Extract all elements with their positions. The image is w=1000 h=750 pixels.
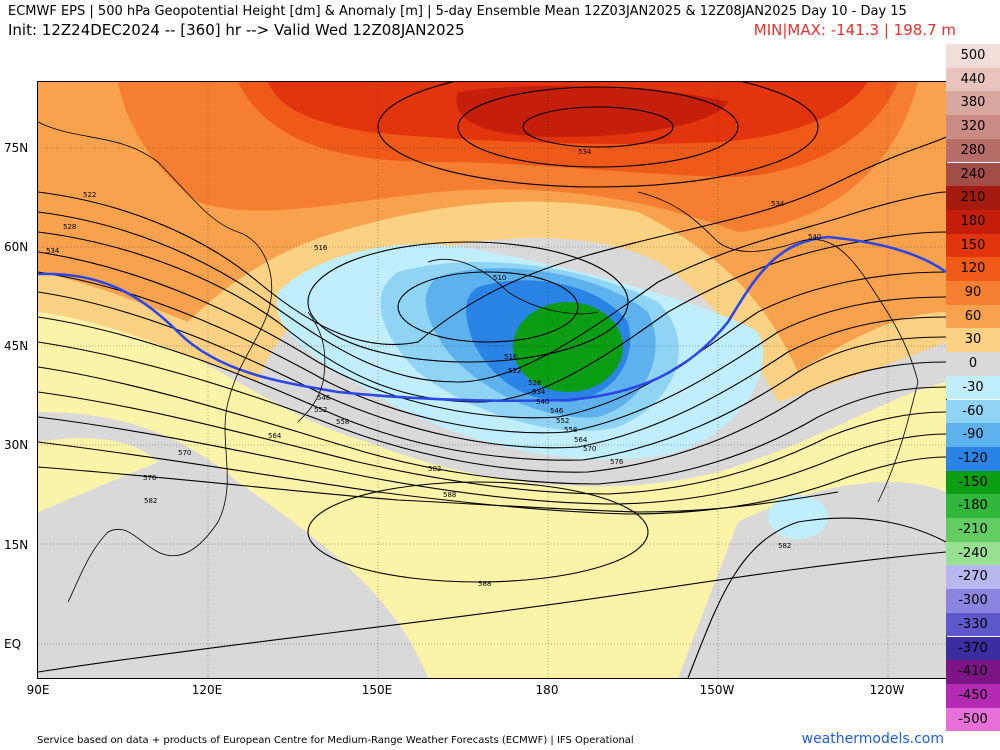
contour-label: 516 [314,244,328,252]
contour-label: 558 [564,426,577,434]
anomaly-colorbar: 500 440 380 320 280 240 210 180 150 120 90 60 30 0 -30… [946,44,1000,734]
contour-label: 546 [550,407,564,415]
contour-552-highlight [38,235,946,403]
anomaly-210-core [456,86,728,137]
anomaly-neg150-core [513,302,623,392]
colorbar-level: 120 [946,257,1000,281]
colorbar-level: -60 [946,399,1000,424]
colorbar-level: -370 [946,636,1000,661]
contour-label: 528 [528,379,541,387]
contour-label: 522 [83,191,96,199]
colorbar-level: -30 [946,375,1000,400]
contour-label: 582 [428,465,441,473]
contour-label: 516 [504,353,518,361]
colorbar-level: -180 [946,494,1000,518]
contour-label: 570 [178,449,191,457]
lat-label-30n: 30N [4,438,29,452]
colorbar-level: -120 [946,446,1000,471]
coastlines [38,121,919,603]
lat-label-75n: 75N [4,141,29,155]
contour-label-group: 534 534 540 522 528 534 516 510 516 522 … [46,148,821,588]
contour-label: 552 [556,417,569,425]
init-valid-line: Init: 12Z24DEC2024 -- [360] hr --> Valid… [8,21,465,39]
lon-label-120w: 120W [869,683,905,697]
lon-label-180: 180 [535,683,559,697]
anomaly-30-tropics [38,438,158,512]
contour-label: 582 [144,497,157,505]
lat-label-45n: 45N [4,339,29,353]
lat-label-eq: EQ [4,637,22,651]
colorbar-level: 0 [946,352,1000,376]
colorbar-level: -210 [946,518,1000,542]
data-credit: Service based on data + products of Euro… [37,735,634,746]
colorbar-level: 320 [946,115,1000,139]
contour-label: 576 [143,474,157,482]
colorbar-level: -450 [946,683,1000,708]
lon-label-90e: 90E [26,683,50,697]
lat-label-15n: 15N [4,538,29,552]
colorbar-level: 30 [946,328,1000,353]
lon-label-150e: 150E [361,683,393,697]
contour-label: 558 [336,418,349,426]
contour-label: 588 [478,580,491,588]
contour-label: 534 [532,388,546,396]
lat-label-60n: 60N [4,240,29,254]
colorbar-level: -90 [946,423,1000,447]
contour-label: 582 [778,542,791,550]
colorbar-level: 210 [946,186,1000,210]
colorbar-level: -270 [946,565,1000,590]
colorbar-level: 380 [946,91,1000,116]
contour-label: 534 [46,247,60,255]
contour-label: 552 [314,406,327,414]
contour-label: 570 [583,445,596,453]
contour-label: 564 [574,436,588,444]
colorbar-level: -300 [946,589,1000,613]
anomaly-30-band [38,302,946,678]
contour-label: 534 [578,148,592,156]
colorbar-level: 500 [946,44,1000,68]
map-panel: 534 534 540 522 528 534 516 510 516 522 … [37,81,947,679]
colorbar-level: 60 [946,304,1000,329]
min-max-readout: MIN|MAX: -141.3 | 198.7 m [753,21,956,39]
colorbar-level: 440 [946,67,1000,92]
contour-label: 540 [808,233,821,241]
contour-label: 564 [268,432,282,440]
brand-link[interactable]: weathermodels.com [801,731,944,747]
contour-label: 510 [493,274,506,282]
lon-label-120e: 120E [191,683,223,697]
colorbar-level: 90 [946,281,1000,305]
anomaly-map: 534 534 540 522 528 534 516 510 516 522 … [38,82,946,678]
contour-label: 522 [508,367,521,375]
colorbar-level: 280 [946,138,1000,163]
contour-label: 540 [536,398,549,406]
colorbar-level: -330 [946,612,1000,637]
lon-label-150w: 150W [699,683,735,697]
height-contours [38,82,946,678]
colorbar-level: -240 [946,541,1000,566]
contour-label: 534 [771,200,785,208]
colorbar-level: 180 [946,209,1000,234]
contour-label: 588 [443,491,456,499]
map-title: ECMWF EPS | 500 hPa Geopotential Height … [8,4,907,19]
colorbar-level: 150 [946,233,1000,258]
contour-label: 546 [317,394,331,402]
colorbar-level: 240 [946,162,1000,187]
colorbar-level: -410 [946,660,1000,684]
contour-label: 528 [63,223,76,231]
colorbar-level: -500 [946,707,1000,732]
colorbar-level: -150 [946,470,1000,495]
contour-label: 576 [610,458,624,466]
